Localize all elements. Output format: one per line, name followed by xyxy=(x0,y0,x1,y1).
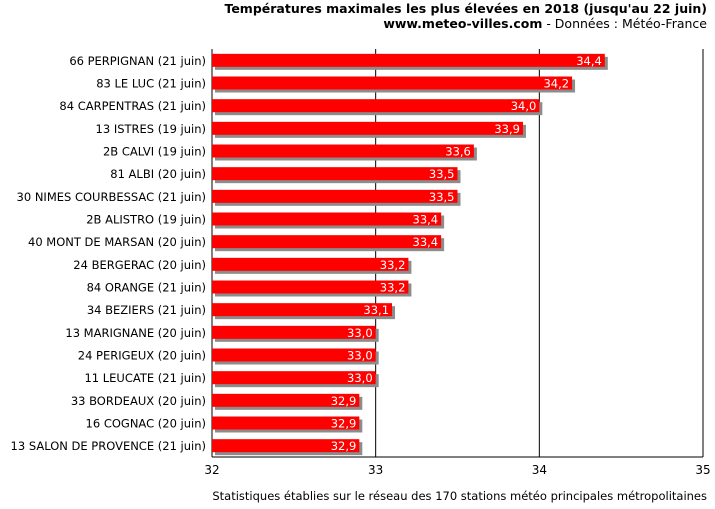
bar xyxy=(212,439,360,453)
bar xyxy=(212,371,376,385)
category-label: 2B ALISTRO (19 juin) xyxy=(86,213,206,227)
bar xyxy=(212,76,573,90)
category-label: 84 ORANGE (21 juin) xyxy=(87,281,206,295)
bar-value-label: 32,9 xyxy=(331,439,357,453)
bar xyxy=(212,257,409,271)
bar-value-label: 34,2 xyxy=(543,77,569,91)
bar-value-label: 34,0 xyxy=(511,99,537,113)
bar-value-label: 33,0 xyxy=(347,326,373,340)
bar xyxy=(212,212,442,226)
category-label: 13 MARIGNANE (20 juin) xyxy=(65,326,206,340)
bar xyxy=(212,53,605,67)
bar-value-label: 33,1 xyxy=(363,303,389,317)
category-label: 24 PERIGEUX (20 juin) xyxy=(78,349,206,363)
category-label: 66 PERPIGNAN (21 juin) xyxy=(69,54,206,68)
bar xyxy=(212,416,360,430)
category-label: 30 NIMES COURBESSAC (21 juin) xyxy=(17,190,206,204)
category-label: 84 CARPENTRAS (21 juin) xyxy=(59,99,206,113)
chart-subtitle: www.meteo-villes.com - Données : Météo-F… xyxy=(383,17,707,31)
bar xyxy=(212,303,393,317)
category-label: 16 COGNAC (20 juin) xyxy=(86,417,206,431)
bar-value-label: 33,9 xyxy=(494,122,520,136)
bar-value-label: 33,5 xyxy=(429,190,455,204)
category-label: 24 BERGERAC (20 juin) xyxy=(73,258,206,272)
bar-value-label: 32,9 xyxy=(331,417,357,431)
bar-value-label: 33,4 xyxy=(413,213,439,227)
site-url[interactable]: www.meteo-villes.com xyxy=(383,16,543,31)
category-label: 83 LE LUC (21 juin) xyxy=(96,77,206,91)
bar xyxy=(212,167,458,181)
category-label: 81 ALBI (20 juin) xyxy=(110,167,206,181)
bar-value-label: 33,0 xyxy=(347,371,373,385)
x-tick-label: 32 xyxy=(204,463,219,477)
bar-value-label: 32,9 xyxy=(331,394,357,408)
category-label: 34 BEZIERS (21 juin) xyxy=(87,303,206,317)
category-label: 11 LEUCATE (21 juin) xyxy=(84,371,206,385)
bar-value-label: 33,2 xyxy=(380,281,406,295)
bar-value-label: 33,0 xyxy=(347,349,373,363)
data-source: - Données : Météo-France xyxy=(542,16,707,31)
chart-title: Températures maximales les plus élevées … xyxy=(224,1,707,16)
x-tick-label: 33 xyxy=(368,463,383,477)
category-label: 13 ISTRES (19 juin) xyxy=(96,122,206,136)
bar xyxy=(212,325,376,339)
x-tick-label: 35 xyxy=(695,463,710,477)
bar xyxy=(212,393,360,407)
bar xyxy=(212,99,540,113)
category-label: 13 SALON DE PROVENCE (21 juin) xyxy=(11,439,206,453)
bar xyxy=(212,280,409,294)
chart-footnote: Statistiques établies sur le réseau des … xyxy=(212,489,707,503)
bar xyxy=(212,144,474,158)
category-label: 33 BORDEAUX (20 juin) xyxy=(71,394,206,408)
bar-value-label: 34,4 xyxy=(576,54,602,68)
category-label: 40 MONT DE MARSAN (20 juin) xyxy=(28,235,206,249)
bar-value-label: 33,6 xyxy=(445,145,471,159)
bar xyxy=(212,348,376,362)
bar-value-label: 33,2 xyxy=(380,258,406,272)
bar xyxy=(212,235,442,249)
x-tick-label: 34 xyxy=(532,463,547,477)
category-label: 2B CALVI (19 juin) xyxy=(103,145,206,159)
bar xyxy=(212,189,458,203)
bar-value-label: 33,4 xyxy=(413,235,439,249)
bar-value-label: 33,5 xyxy=(429,167,455,181)
bar xyxy=(212,121,523,135)
